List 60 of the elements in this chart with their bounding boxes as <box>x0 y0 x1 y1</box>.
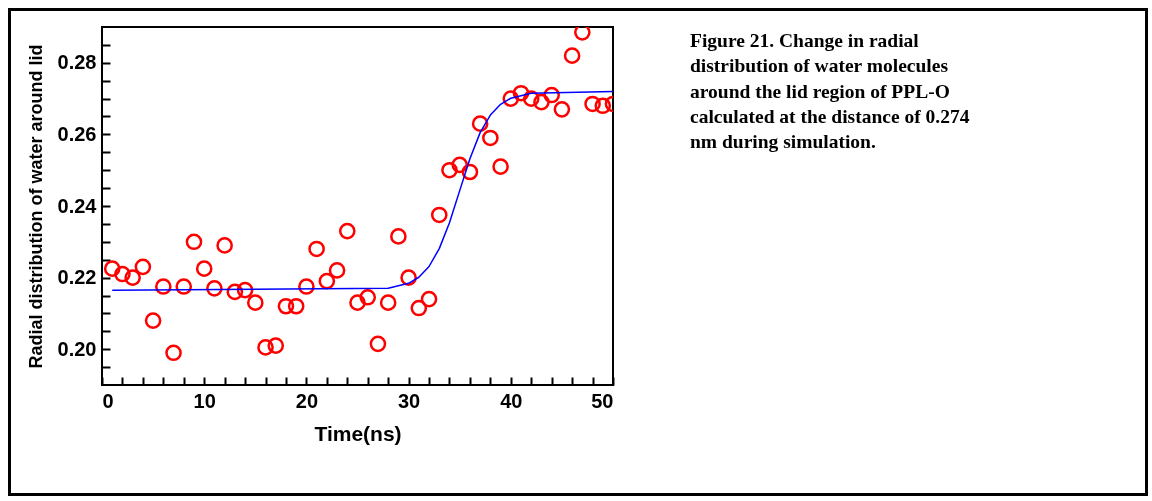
point <box>134 258 152 276</box>
point <box>328 262 346 279</box>
point <box>574 27 591 41</box>
point <box>267 337 285 354</box>
point <box>420 290 438 308</box>
point <box>103 260 121 277</box>
point <box>216 237 233 254</box>
point <box>379 294 397 311</box>
point <box>298 278 315 295</box>
point <box>308 240 325 258</box>
point <box>175 278 193 295</box>
caption: Figure 21. Change in radial distribution of water molecules around the lid region of PPL-O calculated at the distance of 0.274 nm during simulation. <box>690 29 971 155</box>
point <box>155 278 172 295</box>
point <box>563 47 581 64</box>
point <box>195 260 213 277</box>
point <box>206 280 223 297</box>
point <box>349 294 366 311</box>
y-tick-label: 0.20 <box>57 337 97 360</box>
point <box>553 101 571 118</box>
point <box>492 158 509 175</box>
point <box>533 93 550 111</box>
y-tick-label: 0.22 <box>57 266 97 289</box>
y-tick-label: 0.24 <box>57 194 98 217</box>
y-axis-title: Radial distribution of water around lid <box>25 44 46 369</box>
point <box>236 281 254 299</box>
point <box>430 206 448 224</box>
y-tick-label: 0.28 <box>57 51 97 74</box>
point <box>461 163 479 181</box>
point <box>390 228 407 245</box>
point <box>482 129 499 147</box>
point <box>185 233 203 251</box>
x-tick-label: 40 <box>500 389 523 412</box>
point <box>318 272 336 290</box>
point <box>114 265 131 283</box>
x-tick-label: 20 <box>295 389 319 412</box>
point <box>257 339 274 356</box>
point <box>369 335 387 353</box>
x-axis-title: Time(ns) <box>314 421 402 445</box>
x-tick-label: 0 <box>102 389 114 412</box>
point <box>277 297 295 315</box>
point <box>584 95 601 113</box>
point <box>226 283 244 301</box>
x-tick-label: 50 <box>591 389 614 412</box>
point <box>451 156 469 174</box>
point <box>287 297 305 315</box>
point <box>165 344 182 362</box>
point <box>144 312 162 329</box>
point <box>338 222 356 240</box>
point <box>124 269 141 286</box>
point <box>246 294 264 311</box>
point <box>594 97 612 115</box>
x-tick-label: 10 <box>193 389 216 412</box>
x-tick-label: 30 <box>397 389 421 412</box>
point <box>543 86 560 104</box>
line-series <box>111 90 613 291</box>
point <box>410 299 428 317</box>
point <box>441 161 458 179</box>
y-tick-label: 0.26 <box>57 122 97 145</box>
point <box>359 288 377 306</box>
point <box>502 90 520 107</box>
